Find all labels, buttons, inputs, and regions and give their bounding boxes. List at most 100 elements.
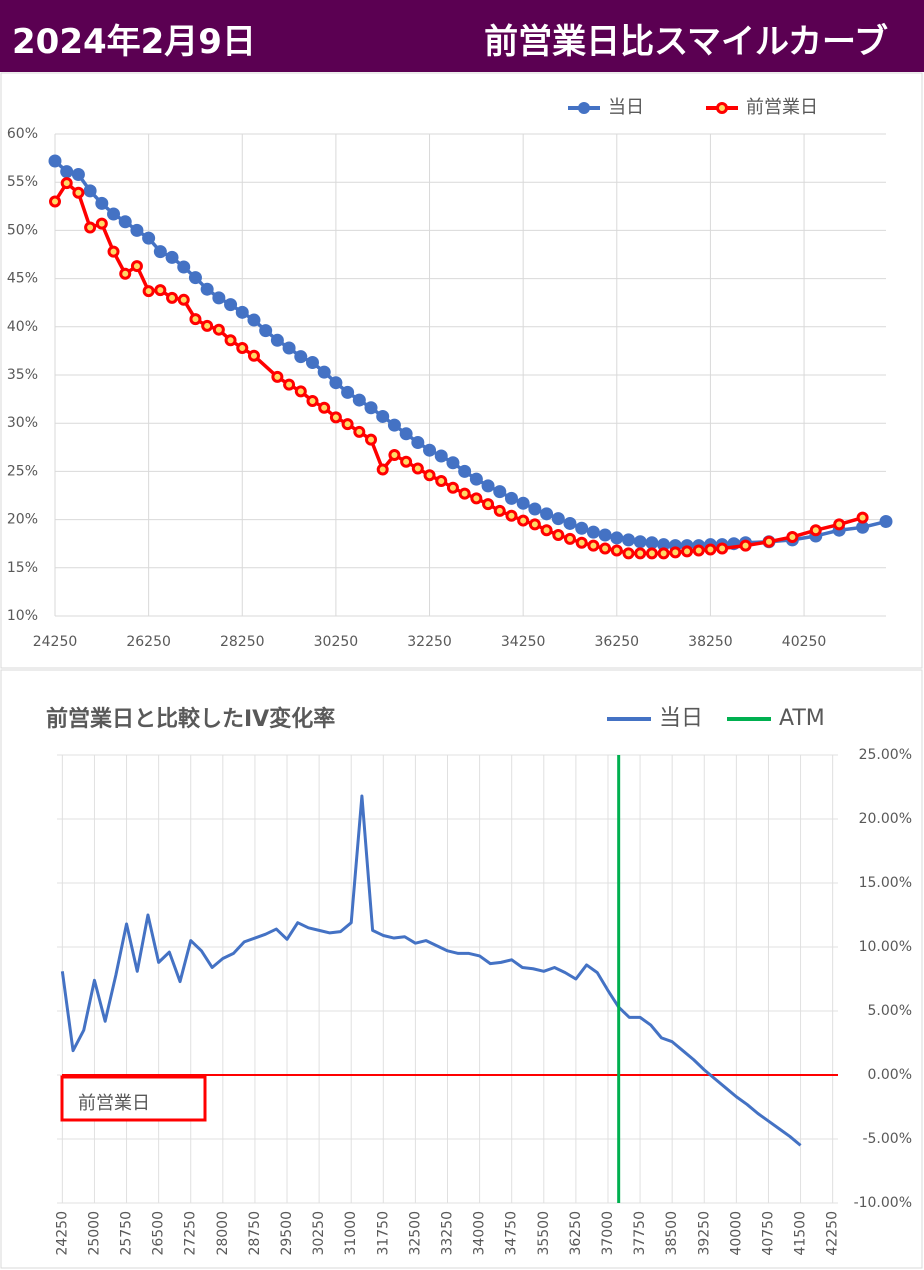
chart-title: 前営業日と比較したIV変化率 [46, 706, 335, 732]
marker [458, 464, 472, 478]
x-tick-label: 42250 [825, 1211, 841, 1256]
marker [119, 267, 132, 280]
legend-label: ATM [779, 706, 825, 731]
marker [540, 507, 554, 521]
y-tick-label: 10% [7, 608, 38, 624]
marker [622, 547, 635, 560]
y-tick-label: 15% [7, 560, 38, 576]
x-tick-label: 24250 [33, 634, 78, 650]
marker [657, 538, 671, 552]
marker [60, 165, 74, 179]
marker [166, 291, 179, 304]
x-tick-label: 38500 [664, 1211, 680, 1256]
legend-marker [578, 102, 590, 114]
marker [633, 535, 647, 549]
marker [247, 313, 261, 327]
marker [329, 411, 342, 424]
series-line [60, 794, 802, 1147]
y-tick-label: 0.00% [868, 1067, 912, 1083]
marker [142, 231, 156, 245]
marker [879, 515, 893, 529]
marker [282, 341, 296, 355]
marker [528, 502, 542, 516]
marker [130, 260, 143, 273]
marker [317, 365, 331, 379]
marker [856, 520, 870, 534]
series-line [53, 159, 887, 548]
x-tick-label: 36250 [595, 634, 640, 650]
marker [563, 532, 576, 545]
panel [0, 669, 923, 1269]
x-tick-label: 28250 [220, 634, 265, 650]
x-tick-label: 34000 [472, 1211, 488, 1256]
marker [95, 217, 108, 230]
marker [657, 547, 670, 560]
marker [387, 418, 401, 432]
marker [739, 539, 752, 552]
marker [446, 456, 460, 470]
x-tick-label: 31000 [343, 1211, 359, 1256]
y-tick-label: -10.00% [854, 1195, 912, 1211]
marker [60, 177, 73, 190]
marker [177, 293, 190, 306]
marker [318, 401, 331, 414]
legend-marker [716, 102, 728, 114]
marker [469, 472, 483, 486]
marker [645, 547, 658, 560]
marker [833, 518, 846, 531]
marker [504, 491, 518, 505]
marker [95, 196, 109, 210]
marker [224, 298, 238, 312]
marker [107, 207, 121, 221]
y-tick-label: 15.00% [859, 875, 912, 891]
marker [575, 521, 589, 535]
marker [563, 516, 577, 530]
y-tick-label: 35% [7, 367, 38, 383]
y-tick-label: 20% [7, 512, 38, 528]
marker [294, 385, 307, 398]
marker [610, 531, 624, 545]
marker [341, 418, 354, 431]
marker [786, 530, 799, 543]
y-tick-label: -5.00% [862, 1131, 912, 1147]
x-tick-label: 26500 [151, 1211, 167, 1256]
marker [376, 409, 390, 423]
marker [83, 184, 97, 198]
marker [353, 425, 366, 438]
y-tick-label: 50% [7, 222, 38, 238]
marker [552, 529, 565, 542]
marker [411, 462, 424, 475]
marker [482, 498, 495, 511]
x-tick-label: 28000 [215, 1211, 231, 1256]
series-line [53, 181, 864, 556]
marker [423, 469, 436, 482]
marker [341, 385, 355, 399]
y-tick-label: 60% [7, 126, 38, 142]
panel [0, 72, 923, 669]
x-tick-label: 39250 [696, 1211, 712, 1256]
x-tick-label: 33250 [440, 1211, 456, 1256]
x-tick-label: 30250 [314, 634, 359, 650]
marker [493, 504, 506, 517]
y-tick-label: 45% [7, 271, 38, 287]
marker [481, 479, 495, 493]
marker [610, 544, 623, 557]
marker [435, 475, 448, 488]
marker [165, 250, 179, 264]
marker [271, 370, 284, 383]
marker [681, 545, 694, 558]
reference-label-box [60, 1075, 207, 1122]
marker [399, 427, 413, 441]
marker [551, 512, 565, 526]
x-tick-label: 32500 [407, 1211, 423, 1256]
y-tick-label: 40% [7, 319, 38, 335]
marker [634, 547, 647, 560]
x-tick-label: 28750 [247, 1211, 263, 1256]
marker [71, 167, 85, 181]
marker [692, 544, 705, 557]
marker [177, 260, 191, 274]
x-tick-label: 40750 [760, 1211, 776, 1256]
x-tick-label: 24250 [54, 1211, 70, 1256]
